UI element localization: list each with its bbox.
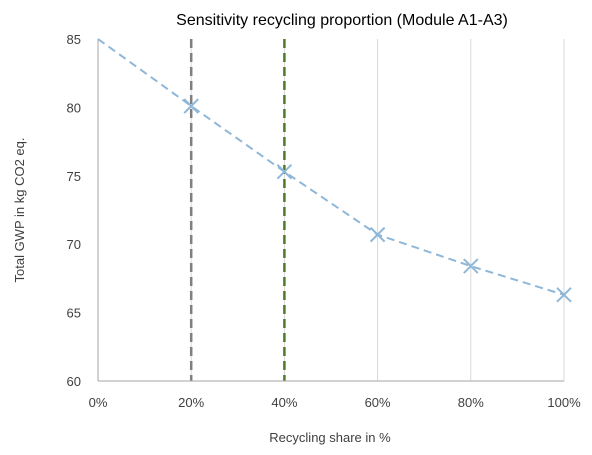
- tick-labels: 0% 20% 40% 60% 80% 100% 60 65 70 75 80 85: [67, 32, 582, 410]
- x-tick-label: 100%: [547, 395, 581, 410]
- grid: [190, 39, 565, 381]
- y-tick-label: 80: [67, 100, 81, 115]
- data-point-marker: [463, 258, 479, 274]
- series: [97, 38, 572, 303]
- y-tick-label: 75: [67, 169, 81, 184]
- series-line-1: [97, 38, 565, 296]
- y-tick-label: 70: [67, 237, 81, 252]
- data-point-marker: [276, 163, 293, 180]
- data-point-marker: [183, 98, 199, 114]
- y-tick-label: 85: [67, 32, 81, 47]
- x-axis-label: Recycling share in %: [269, 430, 391, 445]
- x-tick-label: 60%: [365, 395, 391, 410]
- x-tick-label: 80%: [458, 395, 484, 410]
- data-point-marker: [556, 287, 572, 303]
- y-tick-label: 65: [67, 306, 81, 321]
- x-tick-label: 40%: [271, 395, 297, 410]
- chart-title: Sensitivity recycling proportion (Module…: [176, 12, 508, 29]
- y-axis-label: Total GWP in kg CO2 eq.: [12, 138, 27, 283]
- data-point-marker: [369, 226, 386, 243]
- reference-lines: [189, 39, 286, 381]
- y-tick-label: 60: [67, 374, 81, 389]
- x-tick-label: 20%: [178, 395, 204, 410]
- x-tick-label: 0%: [89, 395, 108, 410]
- axes: [97, 39, 564, 382]
